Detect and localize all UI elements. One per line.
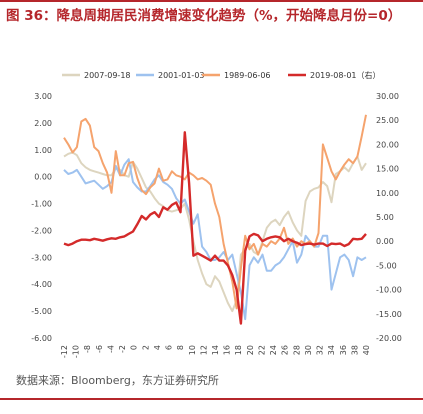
x-tick-label: 4 [153,345,162,350]
x-tick-label: -12 [60,345,69,358]
right-tick-label: -5.00 [376,261,397,270]
right-axis: 30.00 25.00 20.00 15.00 10.00 5.00 0.00 -5.00 -1… [376,92,402,343]
right-tick-label: 15.00 [376,165,399,174]
left-tick-label: -1.00 [31,200,52,209]
x-tick-label: 12 [199,345,208,355]
right-tick-label: 0.00 [376,237,394,246]
x-tick-label: 28 [292,345,301,355]
left-tick-label: 0.00 [34,173,52,182]
bottom-rule [0,398,423,400]
series-layer [63,114,367,325]
right-tick-label: 25.00 [376,116,399,125]
legend-label: 1989-06-06 [224,71,271,80]
x-tick-label: 10 [188,345,197,355]
x-tick-label: 24 [269,345,278,355]
left-tick-label: 1.00 [34,146,52,155]
right-tick-label: -20.00 [376,334,402,343]
right-tick-label: 30.00 [376,92,399,101]
line-chart: 2007-09-18 2001-01-03 1989-06-06 2019-08-01… [31,70,402,358]
left-tick-label: 2.00 [34,119,52,128]
top-rule [0,0,423,2]
x-tick-label: -10 [72,345,81,358]
left-axis: 3.00 2.00 1.00 0.00 -1.00 -2.00 -3.00 -4.00 -5.0… [31,92,52,343]
legend-label: 2019-08-01（右） [310,70,381,80]
x-tick-label: 14 [211,345,220,355]
x-tick-label: 18 [234,345,243,355]
x-tick-label: 40 [362,345,371,355]
right-tick-label: 10.00 [376,189,399,198]
right-tick-label: -10.00 [376,286,402,295]
left-tick-label: -2.00 [31,226,52,235]
x-tick-label: -6 [95,345,104,353]
x-tick-label: 8 [176,345,185,350]
figure-title: 图 36：降息周期居民消费增速变化趋势（%，开始降息月份=0） [6,8,402,24]
left-tick-label: -3.00 [31,253,52,262]
x-tick-label: 6 [165,345,174,350]
right-tick-label: -15.00 [376,310,402,319]
x-tick-label: 22 [257,345,266,355]
right-tick-label: 20.00 [376,140,399,149]
legend-label: 2007-09-18 [84,71,131,80]
x-tick-label: 34 [327,345,336,355]
x-tick-label: -8 [83,345,92,353]
x-tick-label: -4 [106,345,115,353]
x-axis: -12 -10 -8 -6 -4 -2 0 2 4 6 8 10 12 14 16 18 20 22 24 26 28 3… [60,345,371,358]
x-tick-label: 0 [130,345,139,350]
x-tick-label: 2 [141,345,150,350]
legend: 2007-09-18 2001-01-03 1989-06-06 2019-08-01… [62,70,381,80]
source-note: 数据来源：Bloomberg，东方证券研究所 [16,374,219,387]
x-tick-label: 32 [316,345,325,355]
left-tick-label: -5.00 [31,307,52,316]
x-tick-label: 36 [339,345,348,355]
left-tick-label: -6.00 [31,334,52,343]
x-tick-label: 30 [304,345,313,355]
series-line-2 [63,114,367,310]
x-tick-label: 20 [246,345,255,355]
x-tick-label: -2 [118,345,127,353]
x-tick-label: 16 [223,345,232,355]
series-line-3 [63,131,367,325]
right-tick-label: 5.00 [376,213,394,222]
left-tick-label: 3.00 [34,92,52,101]
x-tick-label: 26 [281,345,290,355]
legend-label: 2001-01-03 [158,71,205,80]
x-tick-label: 38 [350,345,359,355]
left-tick-label: -4.00 [31,280,52,289]
